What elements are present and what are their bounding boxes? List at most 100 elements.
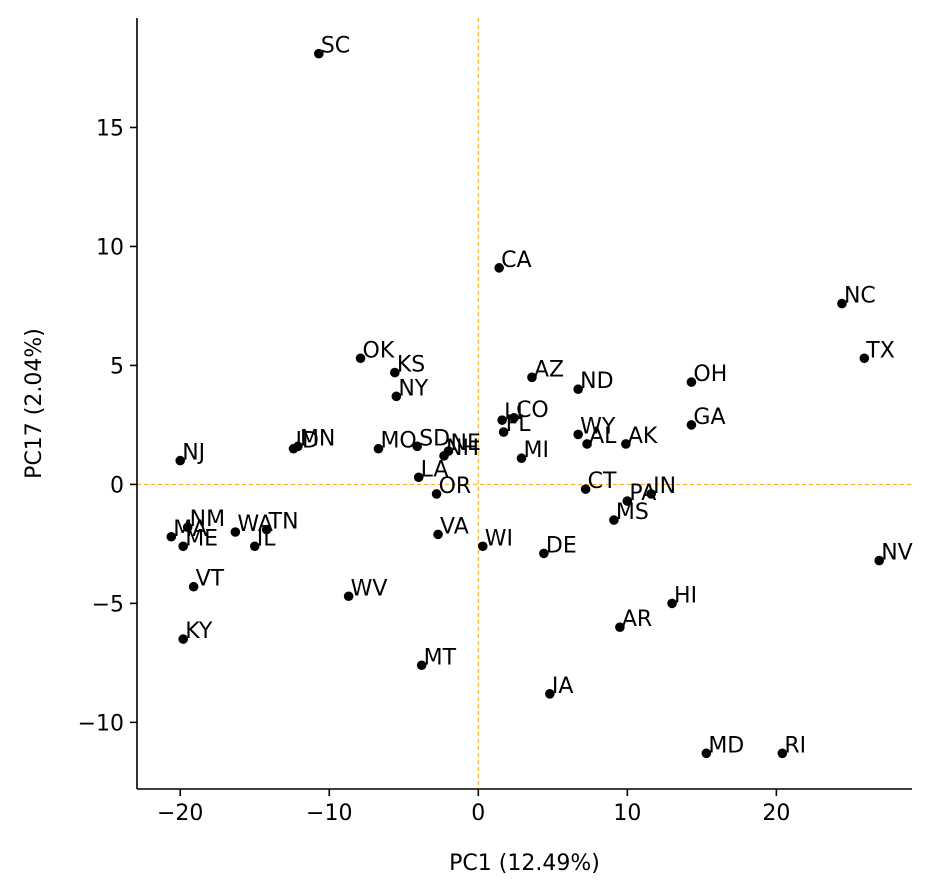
point-label-in: IN (653, 474, 676, 499)
point-label-la: LA (421, 457, 449, 482)
point-li (497, 415, 507, 425)
point-label-ms: MS (616, 500, 649, 525)
x-tick-label: 10 (613, 801, 641, 826)
point-wy (573, 429, 583, 440)
point-label-wy: WY (580, 414, 616, 439)
point-label-ne: NE (450, 431, 480, 456)
point-ky (178, 634, 189, 644)
point-label-pa: PA (629, 481, 656, 506)
point-label-ct: CT (588, 469, 617, 494)
point-hi (667, 598, 677, 609)
point-label-ky: KY (185, 619, 213, 644)
point-ar (615, 622, 625, 632)
point-al (582, 439, 592, 449)
point-label-tx: TX (865, 338, 895, 363)
point-nj (175, 455, 186, 466)
point-label-ak: AK (628, 424, 658, 449)
point-ia (545, 689, 555, 699)
point-label-ny: NY (398, 376, 428, 401)
point-ks (390, 367, 400, 378)
point-label-oh: OH (693, 362, 727, 387)
point-label-nd: ND (580, 369, 613, 394)
point-mn (293, 441, 303, 452)
point-me (178, 541, 189, 552)
point-label-nc: NC (844, 284, 876, 309)
point-label-il: IL (257, 526, 276, 551)
data-points (166, 48, 885, 759)
point-label-al: AL (589, 424, 617, 449)
point-ms (609, 515, 619, 525)
point-nc (837, 298, 847, 309)
point-label-nv: NV (881, 541, 913, 566)
point-label-nh: NH (446, 436, 479, 461)
point-label-nj: NJ (182, 441, 205, 466)
y-tick-label: −10 (78, 711, 124, 736)
point-label-az: AZ (534, 357, 564, 382)
x-ticks: −20 −10 0 10 20 (157, 789, 790, 826)
x-tick-label: −10 (306, 801, 352, 826)
y-axis-title: PC17 (2.04%) (22, 328, 47, 479)
point-label-mo: MO (380, 429, 416, 454)
point-nv (874, 555, 885, 566)
point-label-sd: SD (419, 426, 450, 451)
point-nh (439, 451, 449, 461)
point-co (509, 412, 519, 423)
point-or (431, 489, 442, 499)
point-label-co: CO (516, 398, 549, 423)
point-mo (373, 443, 384, 454)
point-sd (412, 441, 422, 452)
x-tick-label: −20 (157, 801, 203, 826)
point-label-fl: FL (506, 412, 532, 437)
point-label-li: LI (504, 400, 523, 425)
point-label-tn: TN (268, 510, 299, 535)
point-sc (314, 48, 324, 59)
point-label-sc: SC (321, 34, 350, 59)
point-label-mt: MT (424, 645, 457, 670)
x-tick-label: 0 (471, 801, 485, 826)
point-in (646, 489, 656, 499)
point-mi (516, 453, 527, 464)
point-label-ia: IA (552, 674, 574, 699)
point-wi (477, 541, 488, 552)
point-label-ca: CA (501, 248, 531, 273)
y-tick-label: 5 (110, 354, 124, 379)
point-az (527, 372, 537, 383)
point-label-wv: WV (351, 576, 388, 601)
point-label-md: MD (708, 733, 744, 758)
point-fl (498, 427, 509, 437)
x-axis-title: PC1 (12.49%) (449, 851, 600, 876)
point-label-me: ME (185, 526, 218, 551)
point-label-or: OR (439, 474, 472, 499)
point-label-ma: MA (173, 517, 207, 542)
point-label-va: VA (440, 514, 469, 539)
x-tick-label: 20 (762, 801, 790, 826)
point-ga (686, 420, 697, 430)
point-label-wi: WI (485, 526, 513, 551)
point-label-ri: RI (784, 733, 806, 758)
point-tn (261, 524, 272, 535)
point-ma (166, 531, 177, 542)
point-ri (777, 748, 788, 759)
point-va (433, 529, 443, 540)
point-label-nm: NM (190, 507, 225, 532)
point-mt (416, 660, 427, 671)
point-label-wa: WA (237, 512, 273, 537)
point-pa (622, 496, 633, 506)
point-ct (580, 484, 591, 494)
point-label-mn: MN (300, 426, 335, 451)
point-tx (859, 353, 870, 364)
point-ak (621, 439, 631, 449)
point-label-ok: OK (363, 338, 395, 363)
point-nm (182, 522, 193, 533)
y-tick-label: 0 (110, 473, 124, 498)
point-label-ar: AR (622, 607, 652, 632)
point-vt (188, 581, 199, 592)
y-tick-label: 10 (96, 235, 124, 260)
point-il (249, 541, 260, 552)
point-label-de: DE (546, 533, 577, 558)
point-ca (494, 263, 504, 273)
point-label-hi: HI (674, 583, 697, 608)
point-label-ks: KS (397, 353, 425, 378)
